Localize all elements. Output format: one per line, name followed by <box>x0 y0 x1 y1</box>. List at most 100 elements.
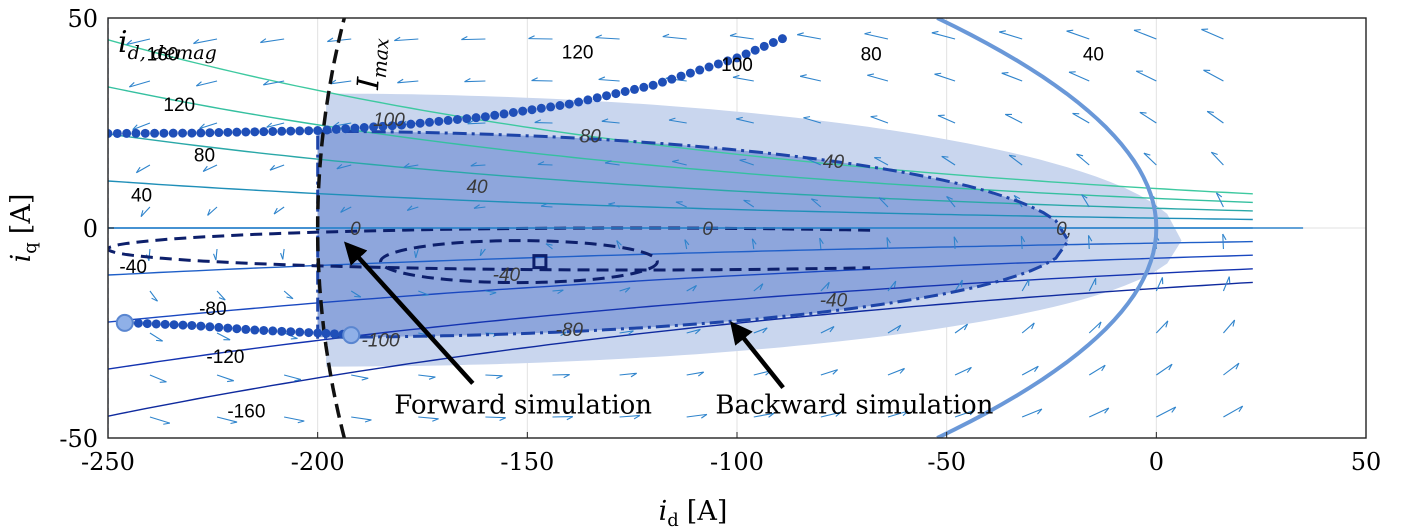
mtpa-dot <box>187 320 197 330</box>
mtpa-dot <box>268 126 278 136</box>
field-arrow <box>135 164 151 174</box>
contour-label: 40 <box>1083 45 1104 66</box>
field-arrow <box>540 203 553 208</box>
field-arrow <box>350 290 362 298</box>
y-tick-label: 50 <box>67 5 98 33</box>
backward-simulation-label: Backward simulation <box>715 390 993 420</box>
field-arrow <box>675 201 687 208</box>
field-arrow <box>1215 192 1224 208</box>
mtpa-dot <box>676 71 686 81</box>
mtpa-dot <box>268 326 278 336</box>
field-arrow <box>672 159 687 166</box>
field-arrow <box>820 326 835 334</box>
mtpa-dot <box>648 80 658 90</box>
field-arrow <box>1222 276 1231 292</box>
mtpa-dot <box>406 119 416 129</box>
contour-label: 0 <box>350 219 361 240</box>
field-arrow <box>686 371 705 377</box>
mtpa-dot <box>178 128 188 138</box>
field-arrow <box>732 74 754 82</box>
mtpa-dot <box>168 128 178 138</box>
mtpa-dot <box>480 112 490 122</box>
field-arrow <box>1135 70 1157 82</box>
mtpa-dot <box>112 128 122 138</box>
field-arrow <box>149 290 159 302</box>
y-axis-label: iq[A] <box>6 194 41 263</box>
field-arrow <box>1156 363 1173 376</box>
x-axis-label: id [A] <box>659 496 728 529</box>
mtpa-dot <box>250 127 260 137</box>
field-arrow <box>999 30 1023 40</box>
field-arrow <box>608 202 620 208</box>
mtpa-dot <box>574 97 584 107</box>
field-arrow <box>269 164 285 171</box>
field-arrow <box>1088 277 1097 292</box>
mtpa-dot <box>741 49 751 59</box>
forward-arrow <box>343 241 475 385</box>
mtpa-dot <box>657 77 667 87</box>
field-arrow <box>820 411 842 418</box>
field-arrow <box>552 289 564 295</box>
contour-label: -100 <box>362 330 400 351</box>
contour-line <box>108 180 1253 221</box>
field-arrow <box>418 416 439 422</box>
y-tick-label: 0 <box>83 215 98 243</box>
field-arrow <box>207 206 218 216</box>
mtpa-dot <box>131 128 141 138</box>
field-arrow <box>887 280 897 292</box>
mtpa-dot <box>768 38 778 47</box>
field-arrow <box>140 206 151 218</box>
field-arrow <box>662 33 687 40</box>
field-arrow <box>485 374 503 380</box>
field-arrow <box>1201 28 1224 40</box>
mtpa-dot <box>546 102 556 112</box>
contour-line <box>108 86 1253 204</box>
field-arrow <box>870 115 889 124</box>
mtpa-dot <box>196 128 206 138</box>
contour-label: 40 <box>823 152 845 173</box>
field-arrow <box>1021 322 1035 334</box>
field-arrow <box>149 416 171 425</box>
mtpa-dot <box>187 128 197 138</box>
field-arrow <box>601 118 620 124</box>
field-arrow <box>595 34 620 40</box>
field-arrow <box>753 283 764 292</box>
field-arrow <box>1139 111 1157 124</box>
mtpa-dot <box>223 323 233 333</box>
x-tick-label: 0 <box>1149 448 1164 476</box>
mtpa-dot <box>443 115 453 125</box>
field-arrow <box>1066 29 1090 40</box>
contour-label: 160 <box>147 45 179 66</box>
field-arrow <box>931 30 956 40</box>
mtpa-dot <box>583 95 593 105</box>
mtpa-dot <box>620 87 630 96</box>
field-arrow <box>1089 407 1110 418</box>
trajectory-endpoint <box>342 326 361 345</box>
field-arrow <box>800 74 821 82</box>
field-arrow <box>195 80 218 87</box>
backward-arrow <box>729 321 785 390</box>
field-arrow <box>598 76 620 82</box>
mtpa-dot <box>359 123 369 133</box>
field-arrow <box>1223 362 1240 376</box>
field-arrow <box>216 374 234 383</box>
mtpa-dot <box>140 128 150 138</box>
id-demag-label: id, demag <box>118 25 217 64</box>
mtpa-dot <box>160 319 170 329</box>
mtpa-dot <box>732 53 742 63</box>
mtpa-dot <box>695 65 705 75</box>
field-arrow <box>736 116 754 124</box>
field-arrow <box>340 206 352 213</box>
contour-line <box>108 268 1253 370</box>
field-arrow <box>616 240 622 250</box>
contour-line <box>108 254 1253 323</box>
field-arrow <box>803 116 822 124</box>
field-arrow <box>552 416 574 421</box>
contour-label: 100 <box>721 55 753 76</box>
mtpa-dot <box>499 109 509 119</box>
field-arrow <box>545 243 553 250</box>
field-arrow <box>397 78 419 84</box>
mtpa-dot <box>341 124 351 134</box>
x-tick-label: -150 <box>500 448 554 476</box>
contour-line <box>108 133 1253 212</box>
